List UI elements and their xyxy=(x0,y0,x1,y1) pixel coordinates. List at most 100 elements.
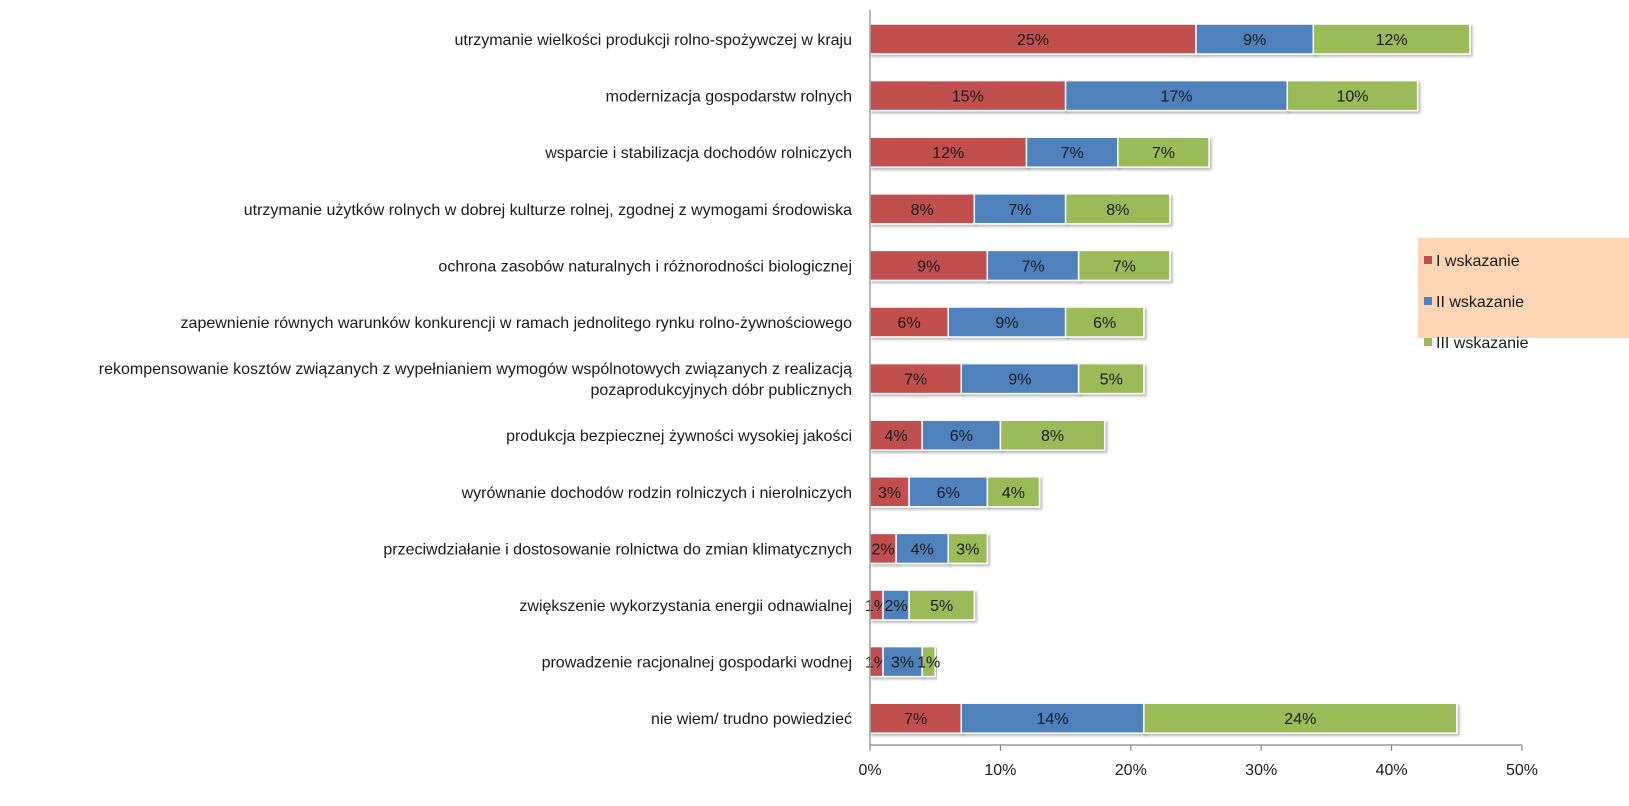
bar-segment-series-3 xyxy=(1064,306,1145,338)
category-label: wyrównanie dochodów rodzin rolniczych i … xyxy=(461,485,852,502)
bars-layer: 25% 9% 12% 15% 17% 10% 12% 7% 7% 8% 7% 8% 9% 7% 7% 6% 9%… xyxy=(865,23,1471,734)
data-label: 7% xyxy=(1061,145,1084,162)
data-label: 8% xyxy=(1041,428,1064,445)
category-label-line: modernizacja gospodarstw rolnych xyxy=(606,89,852,106)
data-label: 3% xyxy=(878,485,901,502)
axes: 0% 10% 20% 30% 40% 50% xyxy=(858,10,1538,779)
bar-row: 7% 9% 5% xyxy=(869,362,1145,395)
bar-segment-series-1 xyxy=(869,532,897,565)
bar-segment-series-3 xyxy=(999,419,1106,451)
data-label: 2% xyxy=(885,598,908,615)
bar-segment-series-1 xyxy=(869,476,910,508)
x-tick-label: 30% xyxy=(1245,762,1277,779)
category-label-line: rekompensowanie kosztów związanych z wyp… xyxy=(99,361,852,378)
data-label: 17% xyxy=(1160,89,1192,106)
bar-segment-series-2 xyxy=(1064,79,1289,112)
data-label: 8% xyxy=(1106,202,1129,219)
x-tick-label: 0% xyxy=(858,762,881,779)
bar-segment-series-3 xyxy=(1077,362,1145,395)
data-label: 7% xyxy=(904,372,927,389)
bar-segment-series-3 xyxy=(1143,702,1458,734)
bar-segment-series-2 xyxy=(921,419,1002,451)
category-label: prowadzenie racjonalnej gospodarki wodne… xyxy=(542,655,852,672)
category-label-line: zapewnienie równych warunków konkurencji… xyxy=(181,315,853,332)
data-label: 9% xyxy=(995,315,1018,332)
data-label: 5% xyxy=(1100,372,1123,389)
category-label-line: wsparcie i stabilizacja dochodów rolnicz… xyxy=(544,145,852,162)
data-label: 25% xyxy=(1017,32,1049,49)
bar-segment-series-3 xyxy=(1286,79,1419,112)
bar-row: 12% 7% 7% xyxy=(869,136,1210,168)
bar-segment-series-3 xyxy=(986,476,1041,508)
legend-item: III wskazanie xyxy=(1424,335,1529,352)
category-label: zapewnienie równych warunków konkurencji… xyxy=(181,315,853,332)
data-label: 1% xyxy=(917,655,940,672)
category-label: przeciwdziałanie i dostosowanie rolnictw… xyxy=(383,541,852,558)
data-label: 10% xyxy=(1336,89,1368,106)
bar-segment-series-2 xyxy=(1025,136,1119,168)
legend-swatch xyxy=(1424,338,1432,346)
bar-segment-series-2 xyxy=(947,306,1067,338)
category-label-line: wyrównanie dochodów rodzin rolniczych i … xyxy=(461,485,852,502)
bar-segment-series-2 xyxy=(986,249,1080,282)
bar-row: 6% 9% 6% xyxy=(869,306,1145,338)
category-label-line: ochrona zasobów naturalnych i różnorodno… xyxy=(438,258,852,275)
category-label-line: nie wiem/ trudno powiedzieć xyxy=(651,711,852,728)
x-tick-label: 20% xyxy=(1115,762,1147,779)
bar-row: 3% 6% 4% xyxy=(869,476,1041,508)
bar-row: 1% 3% 1% xyxy=(865,645,940,678)
legend-item: II wskazanie xyxy=(1424,294,1524,311)
legend-label: I wskazanie xyxy=(1436,253,1520,270)
x-tick-label: 50% xyxy=(1506,762,1538,779)
bar-segment-series-2 xyxy=(1195,23,1315,55)
data-label: 7% xyxy=(904,711,927,728)
bar-segment-series-3 xyxy=(1064,193,1171,225)
category-label: rekompensowanie kosztów związanych z wyp… xyxy=(99,361,852,399)
data-label: 9% xyxy=(917,258,940,275)
bar-segment-series-3 xyxy=(908,589,976,621)
bar-segment-series-3 xyxy=(1312,23,1471,55)
data-label: 14% xyxy=(1037,711,1069,728)
category-label: produkcja bezpiecznej żywności wysokiej … xyxy=(506,428,852,445)
data-label: 9% xyxy=(1243,32,1266,49)
legend: I wskazanie II wskazanie III wskazanie xyxy=(1418,238,1629,352)
legend-item: I wskazanie xyxy=(1424,253,1520,270)
bar-segment-series-3 xyxy=(1117,136,1210,168)
bar-segment-series-3 xyxy=(947,532,989,565)
data-label: 4% xyxy=(1002,485,1025,502)
bar-row: 8% 7% 8% xyxy=(869,193,1171,225)
data-label: 3% xyxy=(891,655,914,672)
data-label: 6% xyxy=(950,428,973,445)
data-label: 15% xyxy=(952,89,984,106)
data-label: 7% xyxy=(1113,258,1136,275)
category-label: nie wiem/ trudno powiedzieć xyxy=(651,711,852,728)
legend-label: II wskazanie xyxy=(1436,294,1524,311)
bar-row: 4% 6% 8% xyxy=(869,419,1106,451)
data-label: 3% xyxy=(956,541,979,558)
category-label-line: produkcja bezpiecznej żywności wysokiej … xyxy=(506,428,852,445)
x-tick-label: 10% xyxy=(984,762,1016,779)
data-label: 7% xyxy=(1008,202,1031,219)
data-label: 12% xyxy=(1376,32,1408,49)
bar-segment-series-2 xyxy=(895,532,949,565)
category-label-line: pozaprodukcyjnych dóbr publicznych xyxy=(591,382,852,399)
bar-segment-series-1 xyxy=(869,419,923,451)
category-label-line: przeciwdziałanie i dostosowanie rolnictw… xyxy=(383,541,852,558)
category-label: modernizacja gospodarstw rolnych xyxy=(606,89,852,106)
legend-box xyxy=(1418,238,1629,338)
data-label: 7% xyxy=(1021,258,1044,275)
bar-segment-series-1 xyxy=(869,136,1028,168)
data-label: 8% xyxy=(911,202,934,219)
category-label: wsparcie i stabilizacja dochodów rolnicz… xyxy=(544,145,852,162)
bar-segment-series-2 xyxy=(960,362,1080,395)
bar-row: 1%2% 5% xyxy=(865,589,976,621)
data-label: 12% xyxy=(932,145,964,162)
bar-row: 7% 14% 24% xyxy=(869,702,1458,734)
legend-label: III wskazanie xyxy=(1436,335,1529,352)
bar-row: 25% 9% 12% xyxy=(869,23,1471,55)
bar-segment-series-1 xyxy=(869,362,963,395)
category-label-line: prowadzenie racjonalnej gospodarki wodne… xyxy=(542,655,852,672)
category-labels: utrzymanie wielkości produkcji rolno-spo… xyxy=(99,32,852,728)
bar-segment-series-2 xyxy=(882,589,910,621)
